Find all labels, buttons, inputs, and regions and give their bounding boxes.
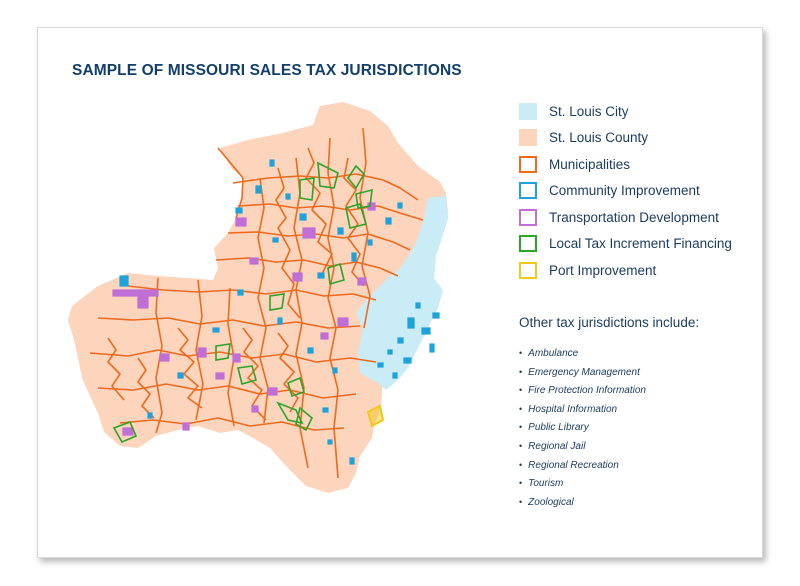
map-legend: St. Louis City St. Louis County Municipali… — [519, 98, 749, 284]
other-jurisdiction-label: Regional Jail — [528, 440, 586, 452]
legend-swatch — [519, 102, 537, 120]
legend-item: St. Louis County — [519, 125, 749, 152]
legend-label: Port Improvement — [549, 262, 657, 278]
legend-swatch — [519, 155, 537, 173]
transportation-development-districts — [112, 202, 376, 436]
other-jurisdiction-label: Fire Protection Information — [528, 385, 646, 397]
bullet-icon: • — [519, 422, 523, 433]
legend-label: St. Louis County — [549, 130, 649, 146]
legend-label: Transportation Development — [549, 209, 719, 225]
other-jurisdiction-label: Emergency Management — [528, 366, 640, 378]
legend-label: Local Tax Increment Financing — [549, 236, 732, 252]
other-jurisdiction-item: • Regional Jail — [519, 437, 749, 456]
legend-item: Community Improvement — [519, 178, 749, 205]
legend-swatch — [519, 208, 537, 226]
legend-item: St. Louis City — [519, 98, 749, 125]
bullet-icon: • — [519, 385, 523, 396]
legend-swatch — [519, 261, 537, 279]
legend-item: Local Tax Increment Financing — [519, 231, 749, 258]
port-improvement-districts — [366, 404, 385, 428]
bullet-icon: • — [519, 366, 523, 377]
other-jurisdictions-title: Other tax jurisdictions include: — [519, 315, 700, 330]
legend-item: Municipalities — [519, 151, 749, 178]
other-jurisdictions-list: • Ambulance • Emergency Management • Fire Pro… — [519, 344, 749, 511]
other-jurisdiction-label: Hospital Information — [528, 403, 618, 415]
other-jurisdiction-item: • Zoological — [519, 493, 749, 512]
other-jurisdiction-item: • Tourism — [519, 474, 749, 493]
legend-label: Community Improvement — [549, 183, 700, 199]
bullet-icon: • — [519, 459, 523, 470]
legend-swatch — [519, 235, 537, 253]
other-jurisdiction-label: Public Library — [528, 422, 589, 434]
other-jurisdiction-item: • Public Library — [519, 418, 749, 437]
bullet-icon: • — [519, 496, 523, 507]
bullet-icon: • — [519, 403, 523, 414]
bullet-icon: • — [519, 440, 523, 451]
other-jurisdiction-item: • Emergency Management — [519, 363, 749, 382]
map-title: SAMPLE OF MISSOURI SALES TAX JURISDICTIO… — [72, 62, 462, 79]
other-jurisdictions: Other tax jurisdictions include: • Ambula… — [519, 315, 749, 511]
other-jurisdiction-item: • Hospital Information — [519, 400, 749, 419]
other-jurisdiction-item: • Fire Protection Information — [519, 381, 749, 400]
other-jurisdiction-item: • Ambulance — [519, 344, 749, 363]
tif-districts — [112, 161, 373, 444]
other-jurisdiction-label: Zoological — [528, 496, 574, 508]
other-jurisdiction-label: Tourism — [528, 478, 564, 490]
legend-swatch — [519, 182, 537, 200]
legend-item: Transportation Development — [519, 204, 749, 231]
other-jurisdiction-item: • Regional Recreation — [519, 456, 749, 475]
legend-label: Municipalities — [549, 156, 631, 172]
map-card: SAMPLE OF MISSOURI SALES TAX JURISDICTIO… — [37, 27, 763, 558]
other-jurisdiction-label: Regional Recreation — [528, 459, 619, 471]
legend-item: Port Improvement — [519, 257, 749, 284]
jurisdiction-map — [68, 102, 448, 493]
st-louis-city-area — [356, 196, 448, 390]
other-jurisdiction-label: Ambulance — [528, 348, 579, 359]
bullet-icon: • — [519, 348, 523, 358]
community-improvement-districts — [119, 159, 440, 465]
legend-swatch — [519, 129, 537, 147]
legend-label: St. Louis City — [549, 103, 629, 119]
bullet-icon: • — [519, 478, 523, 489]
